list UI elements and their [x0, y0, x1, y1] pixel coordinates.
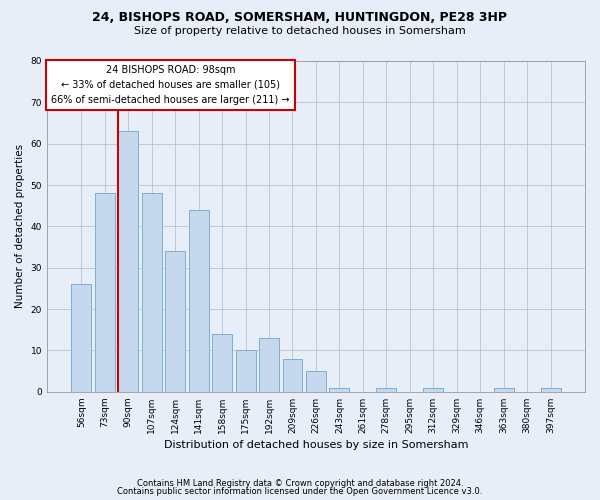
- Bar: [329, 388, 349, 392]
- Bar: [188, 210, 209, 392]
- Bar: [118, 132, 138, 392]
- Bar: [236, 350, 256, 392]
- Bar: [165, 251, 185, 392]
- Bar: [95, 194, 115, 392]
- Text: Contains HM Land Registry data © Crown copyright and database right 2024.: Contains HM Land Registry data © Crown c…: [137, 478, 463, 488]
- Bar: [376, 388, 397, 392]
- Bar: [71, 284, 91, 392]
- Text: 24, BISHOPS ROAD, SOMERSHAM, HUNTINGDON, PE28 3HP: 24, BISHOPS ROAD, SOMERSHAM, HUNTINGDON,…: [92, 11, 508, 24]
- X-axis label: Distribution of detached houses by size in Somersham: Distribution of detached houses by size …: [164, 440, 468, 450]
- Bar: [423, 388, 443, 392]
- Text: Contains public sector information licensed under the Open Government Licence v3: Contains public sector information licen…: [118, 488, 482, 496]
- Y-axis label: Number of detached properties: Number of detached properties: [15, 144, 25, 308]
- Bar: [142, 194, 162, 392]
- Bar: [306, 371, 326, 392]
- Text: Size of property relative to detached houses in Somersham: Size of property relative to detached ho…: [134, 26, 466, 36]
- Text: 24 BISHOPS ROAD: 98sqm
← 33% of detached houses are smaller (105)
66% of semi-de: 24 BISHOPS ROAD: 98sqm ← 33% of detached…: [51, 65, 290, 104]
- Bar: [494, 388, 514, 392]
- Bar: [259, 338, 279, 392]
- Bar: [541, 388, 560, 392]
- Bar: [212, 334, 232, 392]
- Bar: [283, 358, 302, 392]
